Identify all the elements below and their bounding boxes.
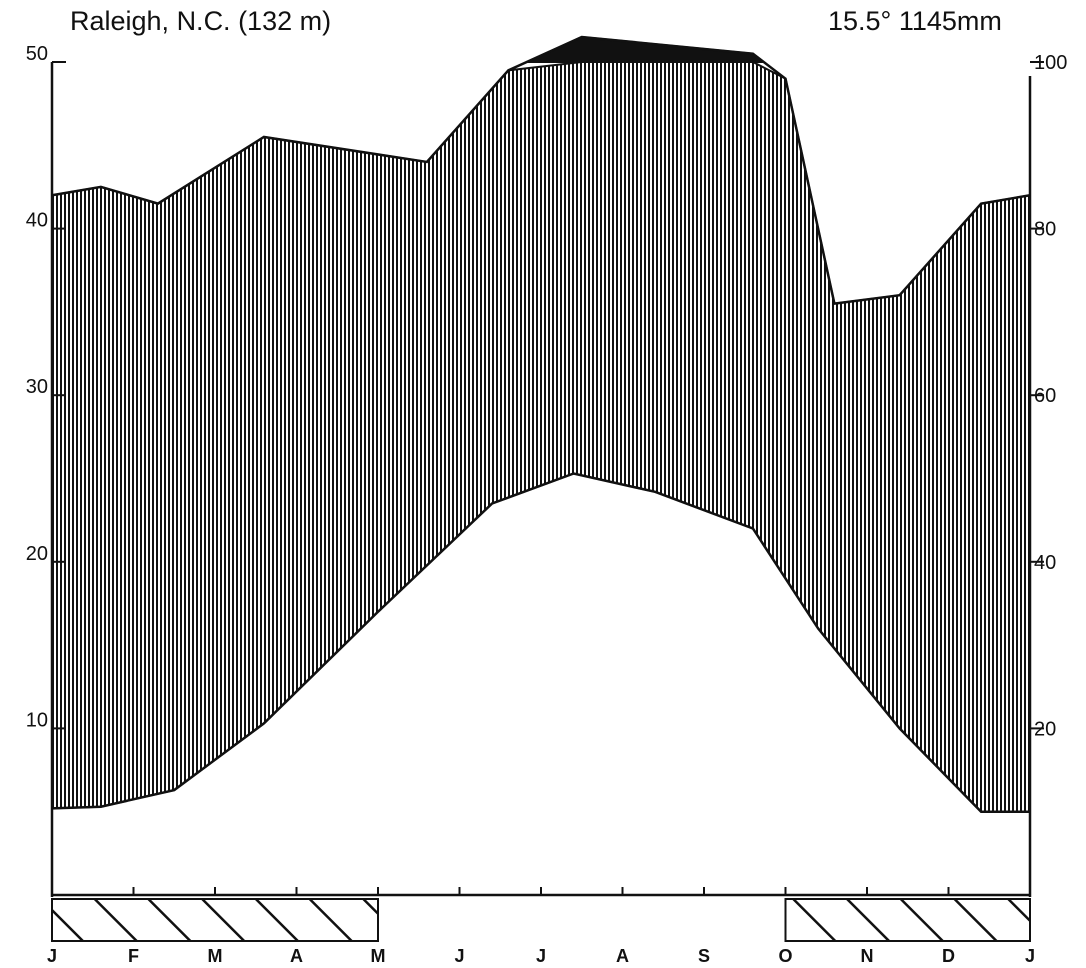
- precip-fill-layer: [51, 35, 1031, 813]
- right-tick-label: 60: [1034, 385, 1056, 407]
- month-label: N: [861, 946, 874, 966]
- month-label: M: [371, 946, 386, 966]
- frost-period-box: [51, 898, 379, 942]
- right-tick-label: 20: [1034, 718, 1056, 740]
- month-label: D: [942, 946, 955, 966]
- temperature-line: [51, 472, 1030, 813]
- left-tick-label: 10: [26, 709, 48, 731]
- month-label: M: [208, 946, 223, 966]
- station-title: Raleigh, N.C. (132 m): [70, 6, 332, 36]
- labels-layer: 10 20 30 40 50 20 40 60 80 100 J F M A M J J A S O N D J: [26, 43, 1068, 966]
- month-label: F: [128, 946, 139, 966]
- axes-layer: [50, 61, 1044, 942]
- month-label: S: [698, 946, 710, 966]
- month-label: J: [536, 946, 546, 966]
- left-tick-label: 30: [26, 376, 48, 398]
- month-label: O: [778, 946, 792, 966]
- month-label: J: [1025, 946, 1035, 966]
- month-label: J: [454, 946, 464, 966]
- month-label: A: [290, 946, 303, 966]
- climate-summary: 15.5° 1145mm: [828, 6, 1002, 36]
- left-tick-label: 50: [26, 43, 48, 65]
- left-tick-label: 40: [26, 210, 48, 232]
- left-tick-label: 20: [26, 543, 48, 565]
- right-tick-label: 100: [1034, 52, 1067, 74]
- right-tick-label: 80: [1034, 219, 1056, 241]
- right-tick-label: 40: [1034, 552, 1056, 574]
- month-label: J: [47, 946, 57, 966]
- perhumid-area: [526, 35, 767, 63]
- precipitation-line: [51, 35, 1031, 305]
- humid-period-area: [51, 61, 1031, 813]
- month-label: A: [616, 946, 629, 966]
- frost-period-box: [784, 898, 1031, 942]
